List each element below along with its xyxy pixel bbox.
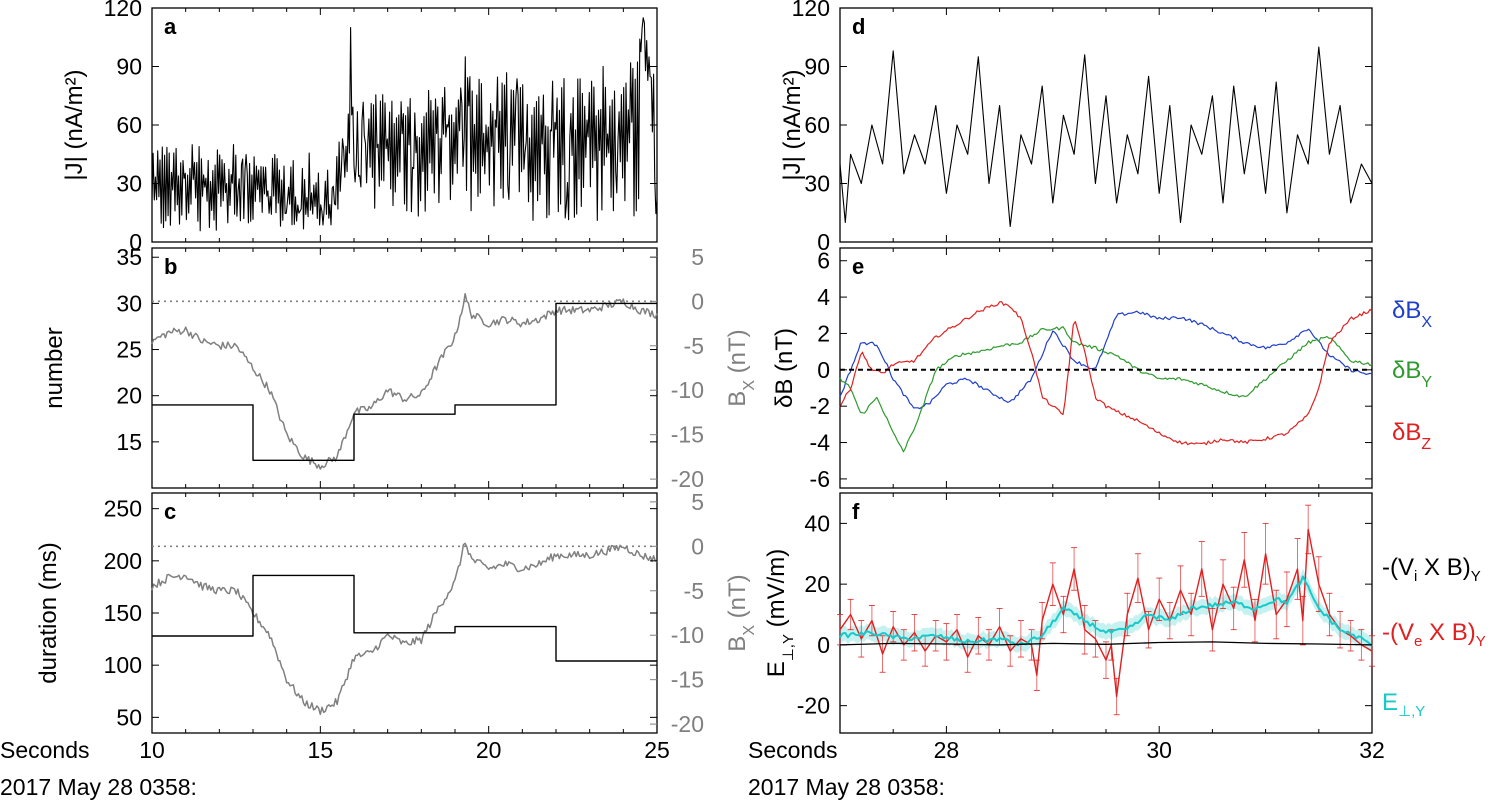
plot-frame-e: [839, 247, 1373, 489]
bx-line: [151, 292, 658, 470]
y-axis-label: E⊥,Y (mV/m): [763, 549, 797, 678]
panel-label: e: [852, 254, 864, 279]
panel-label: c: [164, 499, 176, 524]
panel-c: 50 100 150 200 250 -20 -15 -10 -5 0 5 10 15 20 25 durat…: [35, 489, 758, 763]
step-line-number: [152, 302, 657, 461]
y2-tick-label: -15: [671, 667, 704, 693]
y-tick-label: 0: [817, 229, 830, 255]
panel-a: 0 30 60 90 120 |J| (nA/m²) a: [61, 0, 658, 255]
y2-tick-label: -5: [684, 333, 704, 359]
y-tick-label: 4: [817, 284, 830, 310]
date-label-right: 2017 May 28 0358:: [748, 774, 945, 800]
y-axis-label: number: [41, 327, 68, 408]
y2-tick-label: 5: [691, 244, 704, 270]
step-line-duration: [152, 574, 657, 662]
y-tick-label: 120: [792, 0, 830, 21]
x-tick-label: 10: [139, 737, 165, 763]
y2-tick-label: 0: [691, 288, 704, 314]
y-tick-label: 0: [817, 632, 830, 658]
y-tick-label: 0: [129, 229, 142, 255]
y-tick-label: 250: [104, 496, 142, 522]
series-line-e-perp: [839, 575, 1373, 647]
x-tick-label: 30: [1146, 737, 1172, 763]
y-tick-label: 90: [804, 54, 830, 80]
seconds-label-right: Seconds: [748, 737, 838, 763]
y2-tick-label: -10: [671, 622, 704, 648]
y-tick-label: 90: [116, 54, 142, 80]
e-perp-error-band: [840, 568, 1372, 654]
y-tick-label: 200: [104, 548, 142, 574]
y-tick-label: 0: [817, 357, 830, 383]
x-tick-label: 32: [1359, 737, 1385, 763]
panel-b: 15 20 25 30 35 -20 -15 -10 -5 0 5 number BX (nT) b: [41, 244, 758, 492]
y-tick-label: -4: [810, 430, 831, 456]
plot-frame-c: [151, 492, 658, 734]
y-tick-label: 6: [817, 248, 830, 274]
x-tick-label: 20: [476, 737, 502, 763]
legend-entry: -(Ve X B)Y: [1382, 619, 1486, 650]
y-tick-label: 15: [116, 429, 142, 455]
y-tick-label: 20: [804, 571, 830, 597]
legend-entry: -(Vi X B)Y: [1382, 554, 1481, 585]
y-tick-label: 30: [116, 290, 142, 316]
legend-entry: δBY: [1392, 357, 1432, 391]
y2-tick-label: -5: [684, 578, 704, 604]
legend-entry: δBZ: [1392, 419, 1431, 453]
y-tick-label: 60: [804, 112, 830, 138]
y-tick-label: -20: [797, 693, 830, 719]
y-tick-label: 2: [817, 320, 830, 346]
y-tick-label: 120: [104, 0, 142, 21]
panel-label: b: [164, 254, 177, 279]
y2-tick-label: 0: [691, 533, 704, 559]
series-line-blue: [839, 310, 1373, 410]
y-axis-label: |J| (nA/m²): [779, 69, 806, 180]
y-tick-label: 100: [104, 652, 142, 678]
y-axis-label: δB (nT): [771, 328, 798, 408]
y2-tick-label: -20: [671, 466, 704, 492]
series-line-j: [839, 46, 1373, 227]
y-tick-label: 30: [804, 171, 830, 197]
y-axis-label: |J| (nA/m²): [61, 69, 88, 180]
bx-line: [151, 542, 658, 716]
panel-label: f: [852, 499, 860, 524]
y-axis-label: duration (ms): [35, 542, 62, 683]
y-tick-label: 30: [116, 171, 142, 197]
date-label-left: 2017 May 28 0358:: [0, 774, 197, 800]
series-line-ve: [839, 528, 1373, 698]
y-tick-label: 20: [116, 383, 142, 409]
y2-axis-label: BX (nT): [724, 329, 758, 406]
x-tick-label: 28: [934, 737, 960, 763]
seconds-label-left: Seconds: [0, 737, 90, 763]
y-tick-label: -2: [810, 393, 830, 419]
legend-entry: δBX: [1392, 297, 1432, 331]
plot-frame-b: [151, 247, 658, 489]
y-tick-label: 60: [116, 112, 142, 138]
y-tick-label: 35: [116, 244, 142, 270]
series-line-j: [151, 17, 658, 232]
y-tick-label: 25: [116, 337, 142, 363]
panel-e: -6 -4 -2 0 2 4 6 δB (nT) δBX δBY δBZ e: [771, 247, 1432, 492]
y2-axis-label: BX (nT): [724, 574, 758, 651]
y2-tick-label: 5: [691, 489, 704, 515]
series-line-vi: [839, 641, 1373, 646]
x-tick-label: 15: [308, 737, 334, 763]
y-tick-label: 40: [804, 510, 830, 536]
y2-tick-label: -10: [671, 377, 704, 403]
y-tick-label: 50: [116, 704, 142, 730]
panel-label: d: [852, 14, 865, 39]
series-line-green: [839, 326, 1373, 453]
panel-f: -20 0 20 40 28 30 32 E⊥,Y (mV/m) -(Vi X B)Y -(Ve …: [763, 492, 1486, 763]
x-tick-label: 25: [644, 737, 670, 763]
y-tick-label: -6: [810, 466, 830, 492]
panel-d: 0 30 60 90 120 |J| (nA/m²) d: [779, 0, 1373, 255]
series-line-red: [839, 301, 1373, 446]
y-tick-label: 150: [104, 600, 142, 626]
plot-frame-d: [839, 7, 1373, 243]
plot-frame-f: [839, 492, 1373, 734]
legend-entry: E⊥,Y: [1382, 689, 1425, 720]
y2-tick-label: -15: [671, 422, 704, 448]
y2-tick-label: -20: [671, 711, 704, 737]
panel-label: a: [164, 14, 177, 39]
